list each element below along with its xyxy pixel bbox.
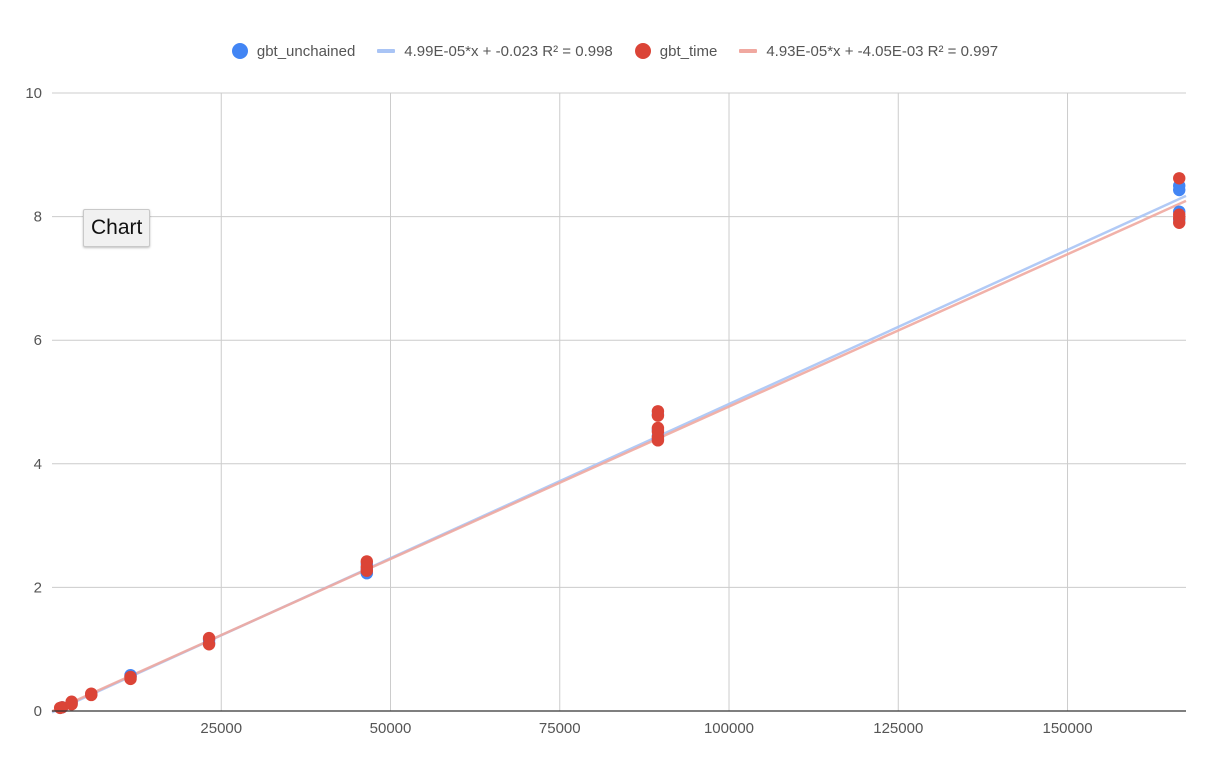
- legend-label: gbt_unchained: [256, 42, 356, 60]
- data-point: [202, 631, 216, 645]
- legend-marker: [634, 43, 651, 59]
- legend-line-marker: [739, 49, 758, 53]
- data-point: [360, 555, 374, 568]
- legend-line-marker: [377, 49, 396, 53]
- legend-item[interactable]: 4.99E-05*x + -0.023 R² = 0.998: [377, 42, 613, 60]
- legend-item[interactable]: gbt_time: [634, 42, 718, 60]
- x-tick-label: 150000: [1042, 720, 1092, 737]
- chart-legend: gbt_unchained 4.99E-05*x + -0.023 R² = 0.…: [0, 38, 1230, 64]
- y-tick-label: 0: [34, 703, 42, 720]
- gridlines: [52, 92, 1186, 711]
- legend-label: 4.99E-05*x + -0.023 R² = 0.998: [404, 42, 613, 60]
- y-tick-label: 4: [34, 456, 42, 473]
- y-tick-label: 10: [25, 85, 42, 102]
- data-point: [651, 405, 665, 418]
- data-point: [651, 421, 665, 435]
- legend-item[interactable]: 4.93E-05*x + -4.05E-03 R² = 0.997: [739, 43, 998, 60]
- x-tick-label: 25000: [200, 720, 242, 737]
- legend-marker: [231, 43, 248, 59]
- legend-label: gbt_time: [659, 42, 718, 60]
- data-point: [85, 687, 98, 700]
- y-tick-label: 8: [34, 209, 42, 226]
- chart-tooltip: Chart: [83, 209, 151, 247]
- legend-item[interactable]: gbt_unchained: [231, 42, 356, 60]
- legend-label: 4.93E-05*x + -4.05E-03 R² = 0.997: [766, 42, 999, 60]
- y-tick-label: 6: [34, 332, 42, 349]
- trendline: [51, 199, 1187, 713]
- data-point: [65, 695, 78, 708]
- y-tick-label: 2: [34, 579, 42, 596]
- trendlines: [51, 194, 1187, 714]
- data-point: [1173, 211, 1186, 225]
- axes: 0 2 4 6 8 10 25000 50000 75000 100000 125000 150000: [25, 85, 1186, 737]
- data-points: [53, 172, 1186, 715]
- x-tick-label: 125000: [873, 720, 923, 737]
- x-tick-label: 75000: [539, 720, 581, 737]
- data-point: [1173, 172, 1186, 185]
- x-tick-label: 100000: [704, 720, 754, 737]
- data-point: [124, 670, 137, 684]
- x-tick-label: 50000: [370, 720, 412, 737]
- data-point: [55, 701, 69, 714]
